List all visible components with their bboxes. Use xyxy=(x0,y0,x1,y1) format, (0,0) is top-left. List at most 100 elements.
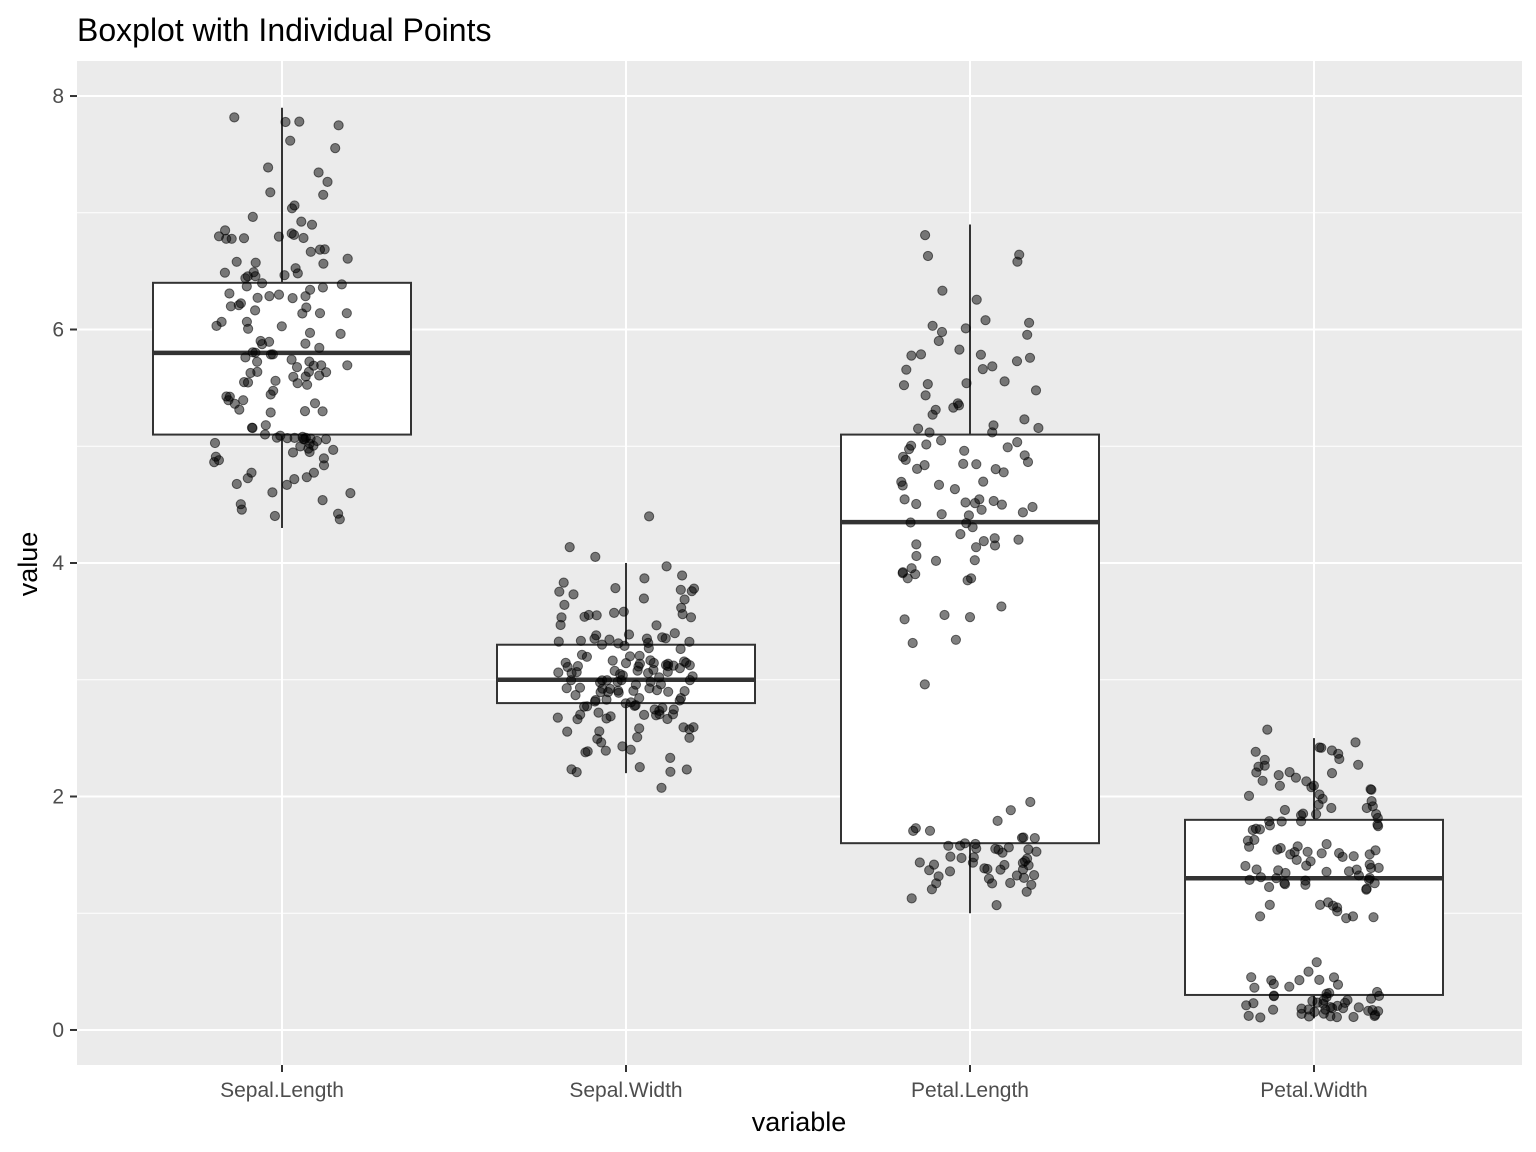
data-point xyxy=(571,667,582,678)
data-point xyxy=(1017,864,1029,875)
data-point xyxy=(594,726,605,737)
data-point xyxy=(1332,906,1343,917)
data-point xyxy=(907,637,918,649)
data-point xyxy=(318,189,329,200)
data-point xyxy=(620,658,632,669)
data-point xyxy=(1326,745,1338,756)
data-point xyxy=(1005,805,1016,816)
data-point xyxy=(213,231,225,242)
data-point xyxy=(1314,742,1325,753)
data-point xyxy=(898,451,909,462)
data-point xyxy=(241,316,252,327)
data-point xyxy=(964,612,976,623)
data-point xyxy=(685,612,697,623)
data-point xyxy=(634,723,645,734)
data-point xyxy=(1289,847,1300,858)
data-point xyxy=(996,499,1008,510)
data-point xyxy=(328,444,339,455)
data-point xyxy=(949,484,961,495)
data-point xyxy=(926,884,938,895)
data-point xyxy=(618,606,629,617)
data-point xyxy=(1027,501,1038,513)
data-point xyxy=(270,375,281,386)
data-point xyxy=(596,639,608,650)
data-point xyxy=(1011,356,1023,367)
data-point xyxy=(1017,507,1029,518)
data-point xyxy=(1018,872,1030,884)
data-point xyxy=(604,634,615,645)
data-point xyxy=(991,900,1002,911)
data-point xyxy=(271,432,282,443)
data-point xyxy=(953,400,965,411)
data-point xyxy=(933,335,944,347)
data-point xyxy=(267,487,278,498)
data-point xyxy=(643,668,654,679)
data-point xyxy=(280,116,291,128)
data-point xyxy=(1321,988,1332,999)
data-point xyxy=(1022,853,1033,864)
data-point xyxy=(1264,881,1275,893)
data-point xyxy=(999,376,1010,387)
data-point xyxy=(289,474,300,485)
data-point xyxy=(609,665,620,677)
data-point xyxy=(920,230,931,241)
data-point xyxy=(287,447,299,458)
data-point xyxy=(625,744,636,755)
data-point xyxy=(1321,839,1332,850)
data-point xyxy=(1241,1000,1252,1011)
data-point xyxy=(656,782,667,793)
data-point xyxy=(1242,835,1254,846)
data-point xyxy=(1016,832,1028,843)
data-point xyxy=(574,682,586,693)
data-point xyxy=(1298,808,1309,819)
data-point xyxy=(975,349,987,360)
data-point xyxy=(1361,802,1372,814)
data-point xyxy=(668,704,679,715)
data-point xyxy=(911,550,922,562)
data-point xyxy=(317,406,328,417)
data-point xyxy=(632,732,643,743)
data-point xyxy=(233,300,244,311)
data-point xyxy=(987,427,998,438)
data-point xyxy=(1311,957,1322,968)
data-point xyxy=(314,370,325,381)
data-point xyxy=(597,675,608,686)
data-point xyxy=(944,866,956,877)
jitter-points xyxy=(209,112,1385,1023)
data-point xyxy=(561,683,572,694)
data-point xyxy=(1361,883,1372,894)
data-point xyxy=(1026,879,1037,890)
data-point xyxy=(1284,981,1295,992)
data-point xyxy=(649,704,660,715)
data-point xyxy=(553,667,564,678)
data-point xyxy=(1024,352,1036,363)
data-point xyxy=(1334,753,1345,765)
data-point xyxy=(674,695,685,706)
data-point xyxy=(897,480,908,491)
box-iqr xyxy=(1184,818,1444,996)
data-point xyxy=(959,838,971,849)
data-point xyxy=(922,250,934,262)
axes: 0 2 4 6 8 Sepal.Length Sepal.Width Petal.Length… xyxy=(52,85,1367,1102)
data-point xyxy=(616,675,627,686)
data-point xyxy=(1268,991,1280,1002)
data-point xyxy=(996,601,1007,612)
data-point xyxy=(1316,848,1327,859)
data-point xyxy=(899,614,910,625)
data-point xyxy=(1321,866,1332,877)
data-point xyxy=(306,219,318,230)
data-point xyxy=(264,291,275,302)
data-point xyxy=(677,609,688,620)
data-point xyxy=(285,135,296,146)
data-point xyxy=(1311,809,1322,820)
data-point xyxy=(281,479,292,490)
data-point xyxy=(665,766,676,777)
y-tick-label: 2 xyxy=(52,785,64,808)
data-point xyxy=(1266,975,1277,986)
data-point xyxy=(619,640,630,652)
data-point xyxy=(645,655,656,666)
data-point xyxy=(300,338,311,349)
data-point xyxy=(911,498,922,510)
data-point xyxy=(1326,802,1337,814)
data-point xyxy=(213,455,224,466)
